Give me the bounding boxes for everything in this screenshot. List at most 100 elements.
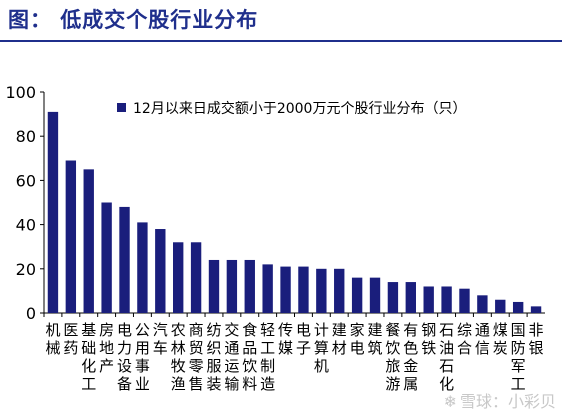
bar-series: [47, 111, 542, 313]
svg-text:建: 建: [368, 321, 383, 339]
bar: [262, 264, 273, 313]
svg-text:车: 车: [153, 339, 168, 357]
svg-text:信: 信: [475, 339, 490, 357]
svg-text:汽: 汽: [153, 321, 168, 339]
bar: [298, 266, 309, 313]
svg-text:钢: 钢: [421, 321, 436, 339]
svg-text:煤: 煤: [493, 321, 508, 339]
x-tick-label: 通信: [475, 321, 490, 357]
legend-label: 12月以来日成交额小于2000万元个股行业分布（只）: [133, 100, 466, 117]
y-tick-labels: 0 20 40 60 80 100: [5, 83, 36, 323]
svg-text:非: 非: [529, 321, 544, 339]
x-tick-label: 煤炭: [493, 321, 508, 357]
x-tick-label: 医药: [63, 321, 78, 357]
bar: [316, 268, 327, 313]
svg-text:备: 备: [117, 375, 132, 393]
snowball-logo-icon: ❄: [443, 392, 457, 411]
bar: [101, 202, 112, 313]
bar: [47, 111, 59, 313]
svg-text:售: 售: [189, 375, 204, 393]
svg-text:合: 合: [457, 339, 472, 357]
svg-text:属: 属: [403, 375, 418, 393]
y-tick-label: 100: [5, 83, 36, 102]
svg-text:牧: 牧: [171, 357, 186, 375]
bar: [477, 295, 488, 313]
x-tick-label: 建材: [332, 321, 347, 357]
svg-text:公: 公: [135, 321, 150, 339]
svg-text:医: 医: [63, 321, 78, 339]
svg-text:纺: 纺: [206, 321, 221, 339]
svg-text:基: 基: [81, 321, 96, 339]
x-tick-label: 房地产: [99, 321, 114, 375]
x-tick-label: 非银: [529, 321, 544, 357]
bar: [155, 229, 166, 313]
svg-text:旅: 旅: [385, 357, 400, 375]
svg-text:工: 工: [260, 339, 275, 357]
bar: [226, 259, 238, 313]
svg-text:游: 游: [385, 375, 400, 393]
svg-text:色: 色: [403, 339, 418, 357]
x-tick-label: 计算机: [314, 321, 329, 375]
y-tick-label: 20: [16, 260, 36, 279]
bar: [351, 277, 363, 313]
svg-text:防: 防: [511, 339, 526, 357]
svg-text:农: 农: [171, 321, 186, 339]
svg-text:力: 力: [117, 339, 132, 357]
x-tick-label: 家电: [350, 321, 365, 357]
svg-text:金: 金: [403, 357, 418, 375]
x-tick-label: 汽车: [153, 321, 168, 357]
svg-text:础: 础: [81, 339, 96, 357]
svg-text:制: 制: [260, 357, 275, 375]
svg-text:工: 工: [511, 375, 526, 393]
bar: [495, 299, 506, 313]
bar: [208, 259, 220, 313]
x-tick-labels: 机械医药基础化工房地产电力设备公用事业汽车农林牧渔商贸零售纺织服装交通运输食品饮…: [45, 321, 543, 393]
svg-text:化: 化: [81, 357, 96, 375]
bar: [459, 288, 470, 313]
bar: [387, 282, 399, 313]
svg-text:运: 运: [224, 357, 239, 375]
y-tick-label: 60: [16, 171, 36, 190]
x-tick-label: 综合: [457, 321, 472, 357]
svg-text:铁: 铁: [421, 339, 436, 357]
svg-text:子: 子: [296, 339, 311, 357]
svg-text:用: 用: [135, 339, 150, 357]
x-tick-label: 建筑: [368, 321, 383, 357]
bar: [334, 268, 345, 313]
bar: [65, 160, 77, 313]
svg-text:输: 输: [224, 375, 239, 393]
svg-text:餐: 餐: [385, 321, 400, 339]
svg-text:品: 品: [242, 339, 257, 357]
svg-text:机: 机: [45, 321, 60, 339]
svg-text:计: 计: [314, 321, 329, 339]
svg-text:工: 工: [81, 375, 96, 393]
bar: [137, 222, 148, 313]
svg-text:电: 电: [117, 321, 132, 339]
x-tick-label: 机械: [45, 321, 60, 357]
bar: [369, 277, 381, 313]
bar: [119, 206, 130, 313]
x-tick-label: 钢铁: [421, 321, 436, 357]
svg-text:化: 化: [439, 375, 454, 393]
svg-text:筑: 筑: [368, 339, 383, 357]
svg-text:油: 油: [439, 339, 454, 357]
svg-text:建: 建: [332, 321, 347, 339]
svg-text:传: 传: [278, 321, 293, 339]
figure-title: 图： 低成交个股行业分布: [8, 8, 259, 32]
svg-text:炭: 炭: [493, 339, 508, 357]
svg-text:食: 食: [242, 321, 257, 339]
bar: [405, 282, 416, 313]
svg-text:通: 通: [224, 339, 239, 357]
svg-text:造: 造: [260, 375, 275, 393]
svg-text:算: 算: [314, 339, 329, 357]
svg-text:房: 房: [99, 321, 114, 339]
